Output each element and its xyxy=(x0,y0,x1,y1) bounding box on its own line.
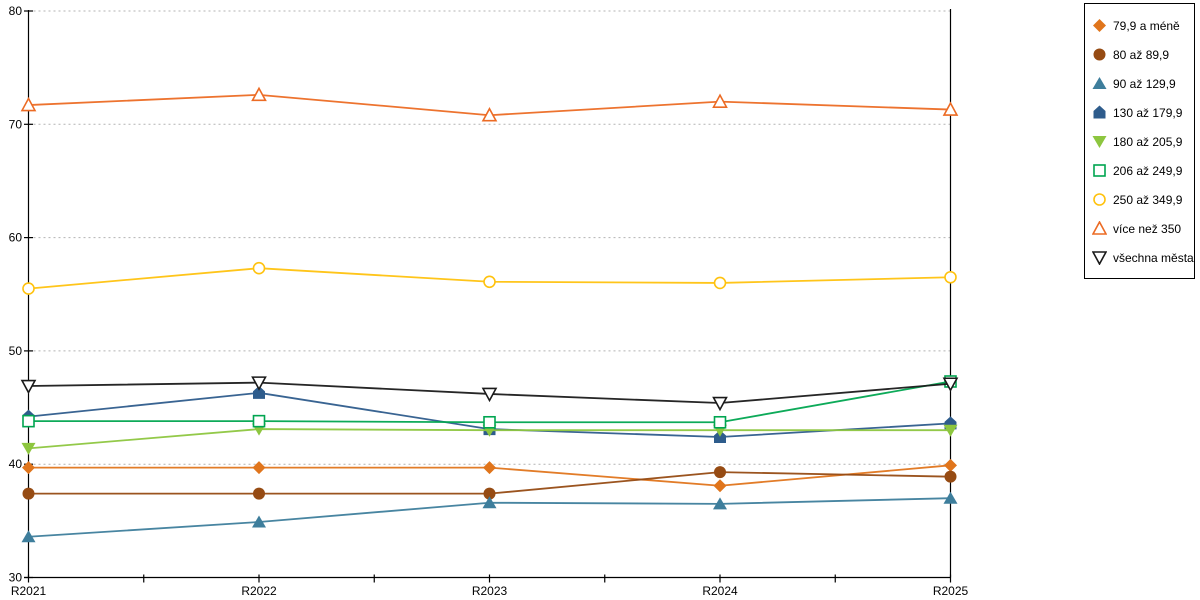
legend-marker-glyph xyxy=(1092,221,1107,235)
data-point-marker xyxy=(482,496,497,509)
y-tick-label: 80 xyxy=(9,4,23,18)
data-point-marker xyxy=(483,415,496,429)
data-point-marker xyxy=(943,424,958,437)
data-point-marker xyxy=(251,86,267,102)
y-tick-label: 40 xyxy=(9,457,23,471)
circle-filled-legend-icon xyxy=(1093,48,1106,61)
data-point-marker xyxy=(253,487,265,500)
triangle-down-open-legend-icon xyxy=(1092,251,1107,265)
data-point-marker xyxy=(253,385,265,399)
legend-marker-glyph xyxy=(1092,136,1107,148)
data-point-marker xyxy=(713,415,727,429)
series-9 xyxy=(20,376,959,412)
data-point-marker xyxy=(944,470,957,483)
data-point-marker xyxy=(22,414,35,428)
data-point-marker xyxy=(252,461,266,475)
legend-item-5: 180 až 205,9 xyxy=(1092,127,1194,156)
data-point-marker xyxy=(712,396,728,412)
legend-label: 206 až 249,9 xyxy=(1113,163,1183,178)
legend-item-4: 130 až 179,9 xyxy=(1092,98,1194,127)
axes: 30 40 50 60 70 80 R2021 R2022 R2023 R2024 R2025 xyxy=(9,4,969,598)
chart-legend: 79,9 a méně 80 až 89,9 90 až 129,9 130 až 1… xyxy=(1084,3,1195,279)
series-8 xyxy=(20,86,959,122)
triangle-up-open-legend-icon xyxy=(1092,221,1107,235)
x-tick-label: R2022 xyxy=(241,584,277,598)
pentagon-filled-legend-icon xyxy=(1093,105,1106,119)
diamond-filled-legend-icon xyxy=(1093,19,1106,32)
data-point-marker xyxy=(483,275,496,289)
legend-label: všechna města xyxy=(1113,250,1194,265)
legend-item-2: 80 až 89,9 xyxy=(1092,40,1194,69)
x-tick-label: R2023 xyxy=(472,584,508,598)
series-7 xyxy=(22,261,957,295)
data-point-marker xyxy=(483,487,496,500)
legend-item-3: 90 až 129,9 xyxy=(1092,69,1194,98)
data-point-marker xyxy=(22,487,35,500)
data-point-marker xyxy=(20,96,37,112)
legend-label: 79,9 a méně xyxy=(1113,18,1180,33)
x-tick-label: R2021 xyxy=(11,584,47,598)
legend-label: 250 až 349,9 xyxy=(1113,192,1183,207)
legend-item-1: 79,9 a méně xyxy=(1092,11,1194,40)
data-point-marker xyxy=(942,101,959,116)
data-point-marker xyxy=(22,461,35,475)
data-point-marker xyxy=(251,376,267,391)
data-point-marker xyxy=(21,442,36,455)
data-point-marker xyxy=(713,497,727,510)
triangle-up-filled-legend-icon xyxy=(1092,77,1107,89)
data-point-marker xyxy=(20,379,37,395)
x-tick-label: R2025 xyxy=(933,584,969,598)
legend-marker-glyph xyxy=(1093,164,1106,177)
data-point-marker xyxy=(944,270,957,284)
data-point-marker xyxy=(252,261,266,275)
data-point-marker xyxy=(481,107,498,122)
circle-open-legend-icon xyxy=(1093,193,1106,206)
series-2 xyxy=(22,466,957,500)
data-point-marker xyxy=(714,466,726,479)
legend-item-7: 250 až 349,9 xyxy=(1092,185,1194,214)
data-point-marker xyxy=(483,461,496,475)
data-point-marker xyxy=(252,515,266,528)
y-tick-label: 30 xyxy=(9,571,23,585)
triangle-down-filled-legend-icon xyxy=(1092,136,1107,148)
series-3 xyxy=(21,491,958,543)
legend-marker-glyph xyxy=(1093,105,1106,119)
legend-label: 180 až 205,9 xyxy=(1113,134,1183,149)
data-point-marker xyxy=(252,414,266,428)
data-point-marker xyxy=(944,458,957,472)
data-point-marker xyxy=(22,282,35,295)
y-tick-label: 70 xyxy=(9,117,23,131)
legend-marker-glyph xyxy=(1092,77,1107,89)
legend-label: 130 až 179,9 xyxy=(1113,105,1183,120)
legend-marker-glyph xyxy=(1092,251,1107,265)
legend-label: více než 350 xyxy=(1113,221,1182,236)
legend-marker-glyph xyxy=(1093,19,1106,32)
legend-marker-glyph xyxy=(1093,48,1106,61)
x-tick-label: R2024 xyxy=(702,584,738,598)
y-tick-label: 60 xyxy=(9,231,23,245)
legend-item-6: 206 až 249,9 xyxy=(1092,156,1194,185)
data-point-marker xyxy=(481,387,498,403)
data-point-marker xyxy=(713,479,727,493)
y-tick-label: 50 xyxy=(9,344,23,358)
data-point-marker xyxy=(713,276,727,290)
data-point-marker xyxy=(943,491,958,504)
series-1 xyxy=(22,458,957,493)
legend-label: 90 až 129,9 xyxy=(1113,76,1176,91)
data-point-marker xyxy=(942,377,959,392)
legend-item-8: více než 350 xyxy=(1092,214,1194,243)
square-open-legend-icon xyxy=(1093,164,1106,177)
legend-label: 80 až 89,9 xyxy=(1113,47,1170,62)
data-point-marker xyxy=(712,93,728,108)
legend-marker-glyph xyxy=(1093,193,1106,206)
data-point-marker xyxy=(21,530,36,543)
legend-item-9: všechna města xyxy=(1092,243,1194,272)
